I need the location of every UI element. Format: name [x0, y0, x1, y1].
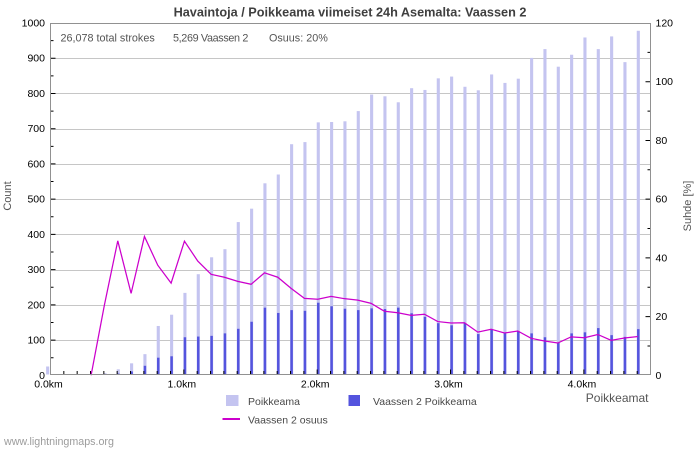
svg-text:5,269 Vaassen 2: 5,269 Vaassen 2 — [173, 33, 248, 45]
svg-text:1.0km: 1.0km — [168, 379, 197, 391]
svg-text:0: 0 — [656, 370, 662, 382]
svg-text:Poikkeama: Poikkeama — [248, 396, 300, 408]
svg-text:Poikkeamat: Poikkeamat — [586, 391, 649, 405]
svg-text:600: 600 — [27, 158, 45, 170]
svg-text:100: 100 — [27, 335, 45, 347]
svg-text:www.lightningmaps.org: www.lightningmaps.org — [3, 436, 114, 448]
svg-text:80: 80 — [656, 135, 668, 147]
svg-text:3.0km: 3.0km — [434, 379, 463, 391]
svg-text:700: 700 — [27, 123, 45, 135]
svg-text:Havaintoja / Poikkeama viimeis: Havaintoja / Poikkeama viimeiset 24h Ase… — [174, 6, 527, 20]
svg-text:20: 20 — [656, 311, 668, 323]
svg-text:Vaassen 2 Poikkeama: Vaassen 2 Poikkeama — [373, 396, 477, 408]
svg-text:1000: 1000 — [22, 18, 46, 30]
svg-text:Count: Count — [2, 181, 14, 210]
svg-text:Vaassen 2 osuus: Vaassen 2 osuus — [248, 415, 328, 427]
svg-text:40: 40 — [656, 252, 668, 264]
svg-text:26,078 total strokes: 26,078 total strokes — [61, 33, 156, 45]
svg-text:200: 200 — [27, 299, 45, 311]
svg-text:900: 900 — [27, 53, 45, 65]
svg-text:300: 300 — [27, 264, 45, 276]
svg-text:0.0km: 0.0km — [34, 379, 63, 391]
svg-text:100: 100 — [656, 76, 674, 88]
svg-text:400: 400 — [27, 229, 45, 241]
svg-text:4.0km: 4.0km — [568, 379, 597, 391]
svg-text:120: 120 — [656, 18, 674, 30]
svg-text:2.0km: 2.0km — [301, 379, 330, 391]
svg-text:Suhde [%]: Suhde [%] — [682, 181, 694, 232]
svg-text:Osuus: 20%: Osuus: 20% — [269, 33, 328, 45]
svg-text:60: 60 — [656, 194, 668, 206]
svg-text:500: 500 — [27, 194, 45, 206]
svg-text:800: 800 — [27, 88, 45, 100]
